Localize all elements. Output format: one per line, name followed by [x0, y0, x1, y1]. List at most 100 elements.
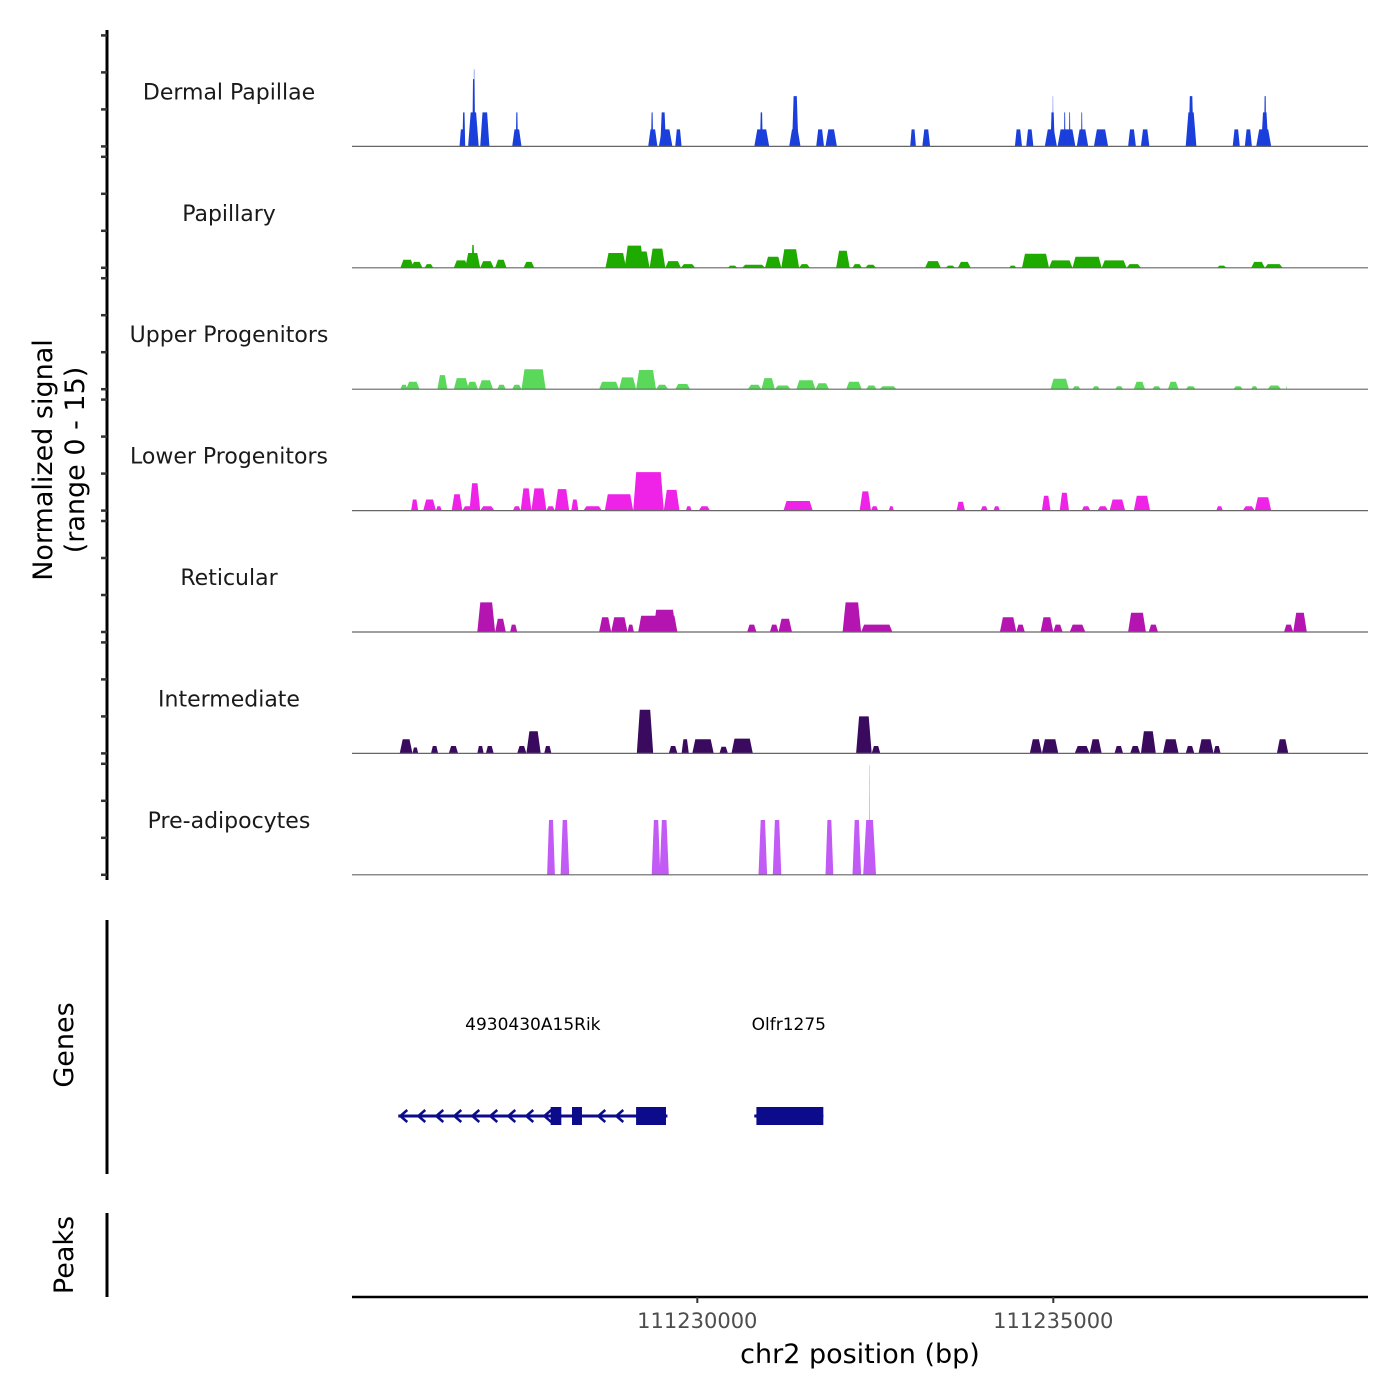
signal-peak	[1093, 129, 1109, 147]
track-label: Pre-adipocytes	[148, 809, 311, 834]
signal-peak	[852, 264, 862, 268]
track-label: Papillary	[182, 202, 276, 227]
strand-arrow-icon	[614, 1109, 625, 1123]
track-label: Intermediate	[158, 687, 300, 712]
signal-peak	[1089, 739, 1102, 754]
signal-peak	[1244, 129, 1252, 147]
signal-peak	[999, 617, 1017, 632]
signal-peak	[1016, 624, 1025, 632]
signal-peak	[1022, 253, 1049, 268]
signal-peak	[1242, 506, 1255, 511]
signal-peak	[980, 506, 988, 511]
signal-peak	[1264, 96, 1267, 147]
signal-peak	[653, 609, 676, 632]
strand-arrow-icon	[416, 1109, 427, 1123]
gene-exon	[756, 1107, 824, 1125]
genes-track-label: Genes	[49, 1002, 80, 1087]
signal-peak	[619, 377, 637, 390]
signal-peak	[659, 820, 669, 875]
strand-arrow-icon	[470, 1109, 481, 1123]
signal-peak	[836, 250, 850, 268]
signal-peak	[400, 259, 414, 268]
signal-peak	[1133, 495, 1151, 511]
signal-peak	[515, 112, 518, 147]
signal-peak	[781, 249, 800, 268]
signal-peak	[599, 381, 619, 390]
signal-peak	[825, 820, 834, 875]
track-lower-progenitors: Lower Progenitors	[130, 445, 1368, 512]
signal-peak	[627, 624, 634, 632]
signal-peak	[761, 378, 775, 390]
signal-peak	[517, 746, 527, 754]
signal-peak	[852, 820, 862, 875]
signal-peak	[680, 264, 696, 268]
signal-peak	[774, 385, 791, 390]
signal-peak	[1216, 506, 1223, 511]
signal-peak	[583, 506, 602, 511]
signal-peak	[406, 381, 420, 390]
signal-peak	[956, 501, 965, 511]
signal-peak	[1059, 492, 1069, 511]
signal-peak	[1233, 386, 1243, 390]
signal-peak	[1050, 378, 1069, 390]
signal-peak	[480, 112, 490, 147]
signal-peak	[495, 259, 507, 268]
signal-peak	[1041, 739, 1059, 754]
signal-peak	[649, 248, 666, 268]
signal-peak	[473, 69, 475, 147]
signal-peak	[871, 746, 881, 754]
signal-peak	[685, 506, 692, 511]
x-tick-label: 111230000	[637, 1309, 757, 1333]
signal-peak	[412, 747, 419, 754]
signal-peak	[477, 746, 484, 754]
signal-peak	[560, 820, 570, 875]
track-label: Reticular	[180, 566, 278, 591]
signal-peak	[423, 499, 436, 511]
signal-peak	[453, 260, 469, 268]
signal-peak	[910, 129, 916, 147]
signal-peak	[731, 738, 753, 754]
genes-track-title: Genes	[49, 1002, 80, 1087]
signal-peak	[922, 129, 931, 147]
signal-peak	[660, 112, 666, 147]
signal-peak	[663, 489, 680, 511]
signal-peak	[865, 264, 876, 268]
signal-peak	[1128, 129, 1136, 147]
signal-peak	[957, 261, 971, 268]
track-pre-adipocytes: Pre-adipocytes	[148, 765, 1368, 876]
signal-peak	[1057, 129, 1076, 147]
signal-peak	[1081, 506, 1091, 511]
signal-peak	[448, 746, 459, 754]
signal-peak	[510, 624, 518, 632]
signal-peak	[1213, 746, 1221, 754]
track-label: Lower Progenitors	[130, 445, 328, 470]
signal-peak	[1188, 96, 1194, 147]
signal-peak	[477, 602, 496, 632]
signal-peak	[411, 499, 419, 511]
signal-peak	[544, 746, 552, 754]
signal-peak	[1092, 386, 1100, 390]
signal-peak	[571, 499, 579, 511]
signal-peak	[868, 765, 870, 875]
signal-peak	[462, 112, 466, 147]
signal-peak	[747, 624, 757, 632]
x-tick-label: 111235000	[993, 1309, 1113, 1333]
signal-peak	[480, 261, 494, 268]
signal-peak	[856, 716, 872, 754]
signal-peak	[485, 746, 494, 754]
signal-peak	[1284, 624, 1294, 632]
signal-peak	[1072, 386, 1081, 390]
y-axis-title: Normalized signal (range 0 - 15)	[28, 339, 91, 581]
signal-peak	[636, 370, 656, 390]
signal-peak	[512, 506, 521, 511]
strand-arrow-icon	[596, 1109, 607, 1123]
signal-peak	[863, 820, 876, 875]
signal-peak	[668, 746, 678, 754]
track-papillary: Papillary	[182, 202, 1368, 269]
signal-peak	[1152, 386, 1161, 390]
gene-exon	[572, 1107, 582, 1125]
peaks-track-title: Peaks	[49, 1216, 80, 1294]
signal-peak	[1140, 731, 1156, 754]
signal-peak	[1040, 617, 1054, 632]
signal-peak	[400, 384, 408, 390]
